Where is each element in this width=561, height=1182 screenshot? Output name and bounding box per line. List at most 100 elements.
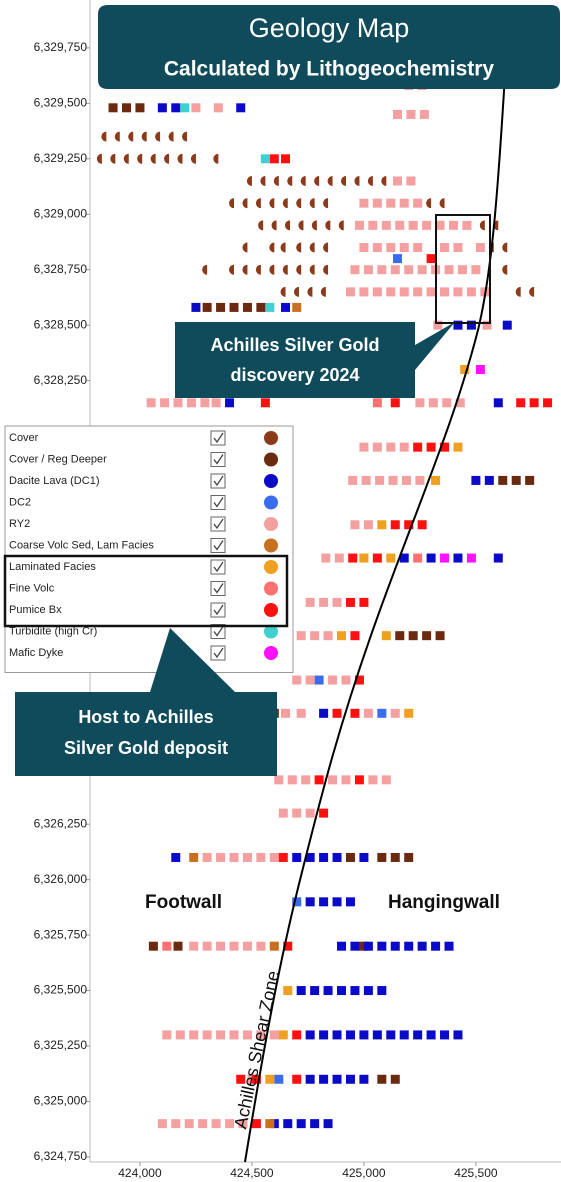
sample-point: [341, 675, 351, 685]
sample-point: [236, 103, 246, 113]
sample-point: [453, 442, 463, 452]
sample-point: [395, 631, 405, 641]
sample-point: [310, 1119, 320, 1129]
sample-point: [305, 597, 315, 607]
sample-point: [323, 198, 329, 209]
sample-point: [242, 941, 252, 951]
sample-point: [309, 242, 315, 253]
sample-point: [292, 897, 302, 907]
legend-check: [213, 454, 224, 465]
sample-point: [309, 264, 315, 275]
sample-point: [122, 103, 132, 113]
sample-point: [377, 708, 387, 718]
sample-point: [359, 287, 369, 297]
y-tick-label: 6,325,250: [34, 1038, 88, 1052]
sample-point: [413, 243, 423, 253]
sample-point: [372, 398, 382, 408]
sample-point: [431, 941, 441, 951]
sample-point: [225, 398, 235, 408]
sample-point: [281, 708, 291, 718]
sample-point: [440, 1030, 450, 1040]
legend-check: [213, 518, 224, 530]
legend-swatch: [264, 560, 278, 574]
legend-label: Fine Volc: [9, 582, 55, 594]
sample-point: [141, 131, 147, 142]
legend-check: [213, 626, 224, 637]
sample-point: [390, 1074, 400, 1084]
sample-point: [529, 286, 535, 297]
sample-point: [404, 708, 414, 718]
y-tick-label: 6,328,500: [34, 317, 88, 331]
annotation: Footwall: [145, 892, 222, 913]
y-tick-label: 6,328,250: [34, 373, 88, 387]
sample-point: [198, 1119, 208, 1129]
sample-point: [354, 220, 364, 230]
sample-point: [269, 198, 275, 209]
legend-swatch: [264, 495, 278, 510]
sample-point: [189, 1030, 199, 1040]
sample-point: [211, 398, 221, 408]
sample-point: [377, 941, 387, 951]
sample-point: [242, 852, 252, 862]
sample-point: [399, 553, 409, 563]
legend-swatch: [264, 624, 278, 639]
sample-point: [171, 1119, 181, 1129]
sample-point: [305, 808, 315, 818]
sample-point: [440, 243, 450, 253]
sample-point: [280, 242, 286, 253]
sample-point: [246, 175, 252, 186]
sample-point: [260, 398, 270, 408]
sample-point: [319, 808, 329, 818]
sample-point: [348, 553, 358, 563]
sample-point: [444, 265, 454, 275]
sample-point: [229, 852, 239, 862]
sample-point: [292, 302, 302, 312]
sample-point: [338, 220, 344, 231]
sample-point: [440, 553, 450, 563]
sample-point: [484, 475, 494, 485]
sample-point: [340, 175, 346, 186]
legend-label: Cover / Reg Deeper: [9, 453, 107, 465]
sample-point: [191, 302, 201, 312]
sample-point: [515, 286, 521, 297]
sample-point: [307, 286, 313, 297]
chart-title: Geology Map: [249, 13, 410, 43]
sample-point: [311, 220, 317, 231]
sample-point: [296, 242, 302, 253]
sample-point: [462, 220, 472, 230]
sample-point: [359, 198, 369, 208]
sample-point: [314, 675, 324, 685]
sample-point: [431, 475, 441, 485]
sample-point: [359, 442, 369, 452]
sample-point: [395, 220, 405, 230]
sample-point: [345, 852, 355, 862]
sample-point: [269, 852, 279, 862]
legend-label: Dacite Lava (DC1): [9, 475, 99, 487]
sample-point: [162, 941, 172, 951]
sample-point: [177, 153, 183, 164]
sample-point: [386, 442, 396, 452]
sample-point: [281, 154, 291, 164]
sample-point: [367, 175, 373, 186]
sample-point: [258, 220, 264, 231]
y-tick-label: 6,329,500: [34, 96, 88, 110]
sample-point: [493, 398, 503, 408]
legend-swatch: [264, 538, 278, 553]
sample-point: [269, 1030, 279, 1040]
sample-point: [202, 1030, 212, 1040]
sample-point: [242, 264, 248, 275]
sample-point: [256, 302, 266, 312]
sample-point: [256, 852, 266, 862]
sample-point: [435, 631, 445, 641]
sample-point: [211, 1119, 221, 1129]
sample-point: [287, 175, 293, 186]
sample-point: [375, 475, 385, 485]
sample-point: [399, 243, 409, 253]
sample-point: [305, 675, 315, 685]
legend: Cover Cover / Reg Deeper Dacite Lava (DC1)…: [4, 425, 294, 673]
sample-point: [281, 302, 291, 312]
sample-point: [448, 220, 458, 230]
sample-point: [269, 242, 275, 253]
sample-point: [242, 198, 248, 209]
sample-point: [350, 986, 360, 996]
